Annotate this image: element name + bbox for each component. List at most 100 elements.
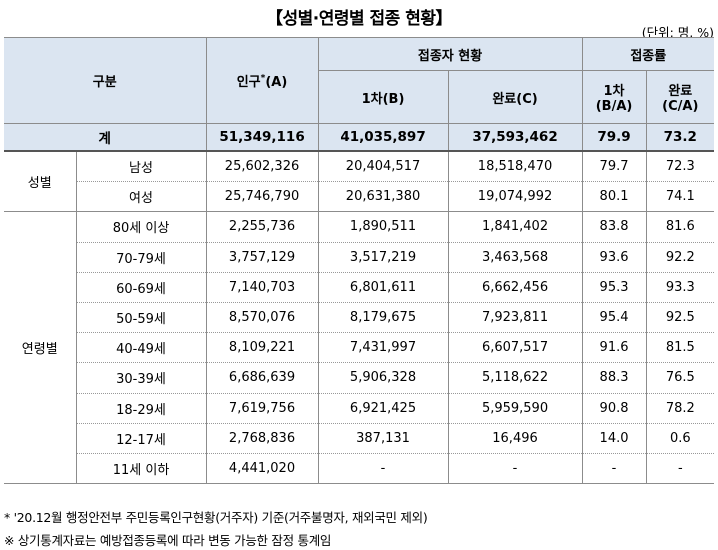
- header-vacc-status: 접종자 현황: [318, 37, 583, 71]
- cell-first: 6,801,611: [318, 272, 449, 303]
- cell-population: 8,570,076: [206, 302, 319, 334]
- table-row: 성별 남성 25,602,326 20,404,517 18,518,470 7…: [4, 151, 715, 213]
- cell-complete: 5,118,622: [448, 362, 583, 394]
- total-label: 계: [4, 123, 207, 152]
- cell-population: 6,686,639: [206, 362, 319, 394]
- cell-rate-complete: 81.6: [646, 211, 715, 243]
- cell-rate-complete: 81.5: [646, 332, 715, 364]
- header-row-1: 구분 인구*(A) 접종자 현황 접종률: [4, 37, 715, 124]
- header-rate: 접종률: [582, 37, 715, 71]
- group-age: 연령별: [4, 211, 77, 485]
- cell-first: 1,890,511: [318, 211, 449, 243]
- total-row: 계 51,349,116 41,035,897 37,593,462 79.9 …: [4, 123, 715, 152]
- total-first: 41,035,897: [318, 123, 449, 152]
- cell-complete: 16,496: [448, 423, 583, 454]
- cell-complete: 6,607,517: [448, 332, 583, 364]
- row-label: 70-79세: [76, 242, 207, 273]
- group-sex: 성별: [4, 151, 77, 213]
- cell-population: 8,109,221: [206, 332, 319, 364]
- cell-first: 387,131: [318, 423, 449, 454]
- cell-rate-first: 95.4: [582, 302, 647, 334]
- table-row: 여성 25,746,790 20,631,380 19,074,992 80.1…: [4, 181, 715, 213]
- row-label: 11세 이하: [76, 453, 207, 485]
- row-label: 여성: [76, 181, 207, 213]
- cell-first: 8,179,675: [318, 302, 449, 334]
- cell-rate-first: 14.0: [582, 423, 647, 454]
- table-row: 18-29세 7,619,756 6,921,425 5,959,590 90.…: [4, 393, 715, 424]
- cell-rate-first: 88.3: [582, 362, 647, 394]
- cell-complete: 5,959,590: [448, 393, 583, 424]
- row-label: 12-17세: [76, 423, 207, 454]
- total-population: 51,349,116: [206, 123, 319, 152]
- header-rate-first: 1차 (B/A): [582, 70, 647, 124]
- table-row: 40-49세 8,109,221 7,431,997 6,607,517 91.…: [4, 332, 715, 364]
- cell-rate-first: 93.6: [582, 242, 647, 273]
- total-rate-first: 79.9: [582, 123, 647, 152]
- total-complete: 37,593,462: [448, 123, 583, 152]
- footnote-population: * '20.12월 행정안전부 주민등록인구현황(거주자) 기준(거주불명자, …: [4, 510, 428, 525]
- table-row: 70-79세 3,757,129 3,517,219 3,463,568 93.…: [4, 242, 715, 273]
- cell-complete: 19,074,992: [448, 181, 583, 213]
- cell-rate-complete: -: [646, 453, 715, 485]
- cell-rate-complete: 72.3: [646, 151, 715, 183]
- header-row-2: 1차(B) 완료(C) 1차 (B/A) 완료 (C/A): [4, 70, 715, 124]
- cell-population: 7,619,756: [206, 393, 319, 424]
- table-row: 50-59세 8,570,076 8,179,675 7,923,811 95.…: [4, 302, 715, 334]
- cell-population: 25,602,326: [206, 151, 319, 183]
- header-rate-complete: 완료 (C/A): [646, 70, 715, 124]
- cell-rate-complete: 0.6: [646, 423, 715, 454]
- header-complete: 완료(C): [448, 70, 583, 124]
- header-population: 인구*(A): [206, 37, 319, 124]
- table-row: 30-39세 6,686,639 5,906,328 5,118,622 88.…: [4, 362, 715, 394]
- cell-complete: -: [448, 453, 583, 485]
- cell-rate-first: 95.3: [582, 272, 647, 303]
- cell-population: 2,768,836: [206, 423, 319, 454]
- cell-rate-complete: 76.5: [646, 362, 715, 394]
- header-category: 구분: [4, 37, 207, 124]
- footnote-provisional: ※ 상기통계자료는 예방접종등록에 따라 변동 가능한 잠정 통계임: [4, 533, 332, 548]
- table-title: 【성별·연령별 접종 현황】: [265, 9, 453, 29]
- cell-first: -: [318, 453, 449, 485]
- cell-complete: 1,841,402: [448, 211, 583, 243]
- cell-rate-first: 91.6: [582, 332, 647, 364]
- cell-complete: 7,923,811: [448, 302, 583, 334]
- cell-rate-first: 79.7: [582, 151, 647, 183]
- cell-first: 6,921,425: [318, 393, 449, 424]
- vaccination-table: 구분 인구*(A) 접종자 현황 접종률 1차(B) 완료(C) 1차 (B/A)…: [4, 37, 715, 485]
- cell-rate-first: 90.8: [582, 393, 647, 424]
- cell-rate-first: 83.8: [582, 211, 647, 243]
- cell-population: 4,441,020: [206, 453, 319, 485]
- cell-first: 20,404,517: [318, 151, 449, 183]
- row-label: 18-29세: [76, 393, 207, 424]
- table-row: 11세 이하 4,441,020 - - - -: [4, 453, 715, 485]
- row-label: 40-49세: [76, 332, 207, 364]
- cell-population: 25,746,790: [206, 181, 319, 213]
- cell-complete: 3,463,568: [448, 242, 583, 273]
- cell-rate-complete: 93.3: [646, 272, 715, 303]
- cell-rate-first: -: [582, 453, 647, 485]
- table-row: 60-69세 7,140,703 6,801,611 6,662,456 95.…: [4, 272, 715, 303]
- cell-population: 3,757,129: [206, 242, 319, 273]
- unit-label: (단위: 명, %): [641, 25, 714, 40]
- cell-population: 7,140,703: [206, 272, 319, 303]
- total-rate-complete: 73.2: [646, 123, 715, 152]
- cell-first: 5,906,328: [318, 362, 449, 394]
- row-label: 남성: [76, 151, 207, 183]
- cell-rate-first: 80.1: [582, 181, 647, 213]
- cell-rate-complete: 92.2: [646, 242, 715, 273]
- cell-complete: 18,518,470: [448, 151, 583, 183]
- table-row: 12-17세 2,768,836 387,131 16,496 14.0 0.6: [4, 423, 715, 454]
- cell-rate-complete: 92.5: [646, 302, 715, 334]
- row-label: 50-59세: [76, 302, 207, 334]
- cell-population: 2,255,736: [206, 211, 319, 243]
- row-label: 80세 이상: [76, 211, 207, 243]
- cell-rate-complete: 78.2: [646, 393, 715, 424]
- row-label: 60-69세: [76, 272, 207, 303]
- table-row: 연령별 80세 이상 2,255,736 1,890,511 1,841,402…: [4, 211, 715, 485]
- row-label: 30-39세: [76, 362, 207, 394]
- cell-first: 7,431,997: [318, 332, 449, 364]
- cell-first: 20,631,380: [318, 181, 449, 213]
- cell-first: 3,517,219: [318, 242, 449, 273]
- header-first: 1차(B): [318, 70, 449, 124]
- cell-rate-complete: 74.1: [646, 181, 715, 213]
